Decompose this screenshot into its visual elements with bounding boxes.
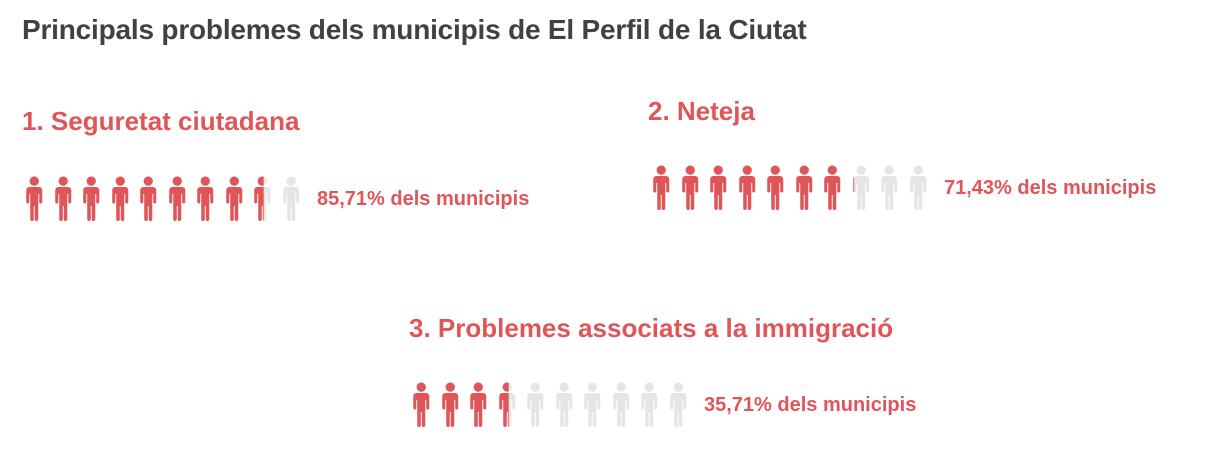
person-icon: [26, 176, 43, 221]
item-2-row: 71,43% dels municipis: [647, 164, 1156, 212]
person-icon: [197, 176, 214, 221]
person-icon: [413, 382, 430, 427]
person-icon: [584, 382, 601, 427]
person-icon: [641, 382, 658, 427]
person-icon: [909, 165, 926, 210]
person-icon: [254, 176, 271, 221]
person-icon: [498, 382, 515, 427]
person-icon: [111, 176, 128, 221]
person-icon: [140, 176, 157, 221]
person-icon: [282, 176, 299, 221]
person-icon: [767, 165, 784, 210]
person-icon-row: [20, 175, 305, 223]
person-icon: [738, 165, 755, 210]
person-icon: [710, 165, 727, 210]
person-icon: [669, 382, 686, 427]
percentage-label: 71,43% dels municipis: [944, 176, 1157, 199]
person-icon: [527, 382, 544, 427]
item-title: 2. Neteja: [648, 96, 755, 126]
percentage-label: 35,71% dels municipis: [704, 393, 917, 416]
person-icon: [54, 176, 71, 221]
person-icon: [681, 165, 698, 210]
person-icon: [612, 382, 629, 427]
item-title: 3. Problemes associats a la immigració: [409, 313, 894, 343]
person-icon-row: [647, 164, 932, 212]
percentage-label: 85,71% dels municipis: [317, 187, 530, 210]
item-2: 2. Neteja: [648, 96, 755, 127]
item-3-row: 35,71% dels municipis: [407, 381, 916, 429]
person-icon: [881, 165, 898, 210]
item-1: 1. Seguretat ciutadana: [22, 106, 299, 137]
person-icon: [441, 382, 458, 427]
person-icon: [795, 165, 812, 210]
person-icon: [653, 165, 670, 210]
item-title: 1. Seguretat ciutadana: [22, 106, 300, 136]
person-icon: [470, 382, 487, 427]
person-icon-row: [407, 381, 692, 429]
item-1-row: 85,71% dels municipis: [20, 175, 529, 223]
item-3: 3. Problemes associats a la immigració: [409, 313, 893, 344]
person-icon: [555, 382, 572, 427]
person-icon: [824, 165, 841, 210]
person-icon: [852, 165, 869, 210]
person-icon: [225, 176, 242, 221]
person-icon: [168, 176, 185, 221]
chart-title: Principals problemes dels municipis de E…: [22, 14, 807, 45]
person-icon: [83, 176, 100, 221]
